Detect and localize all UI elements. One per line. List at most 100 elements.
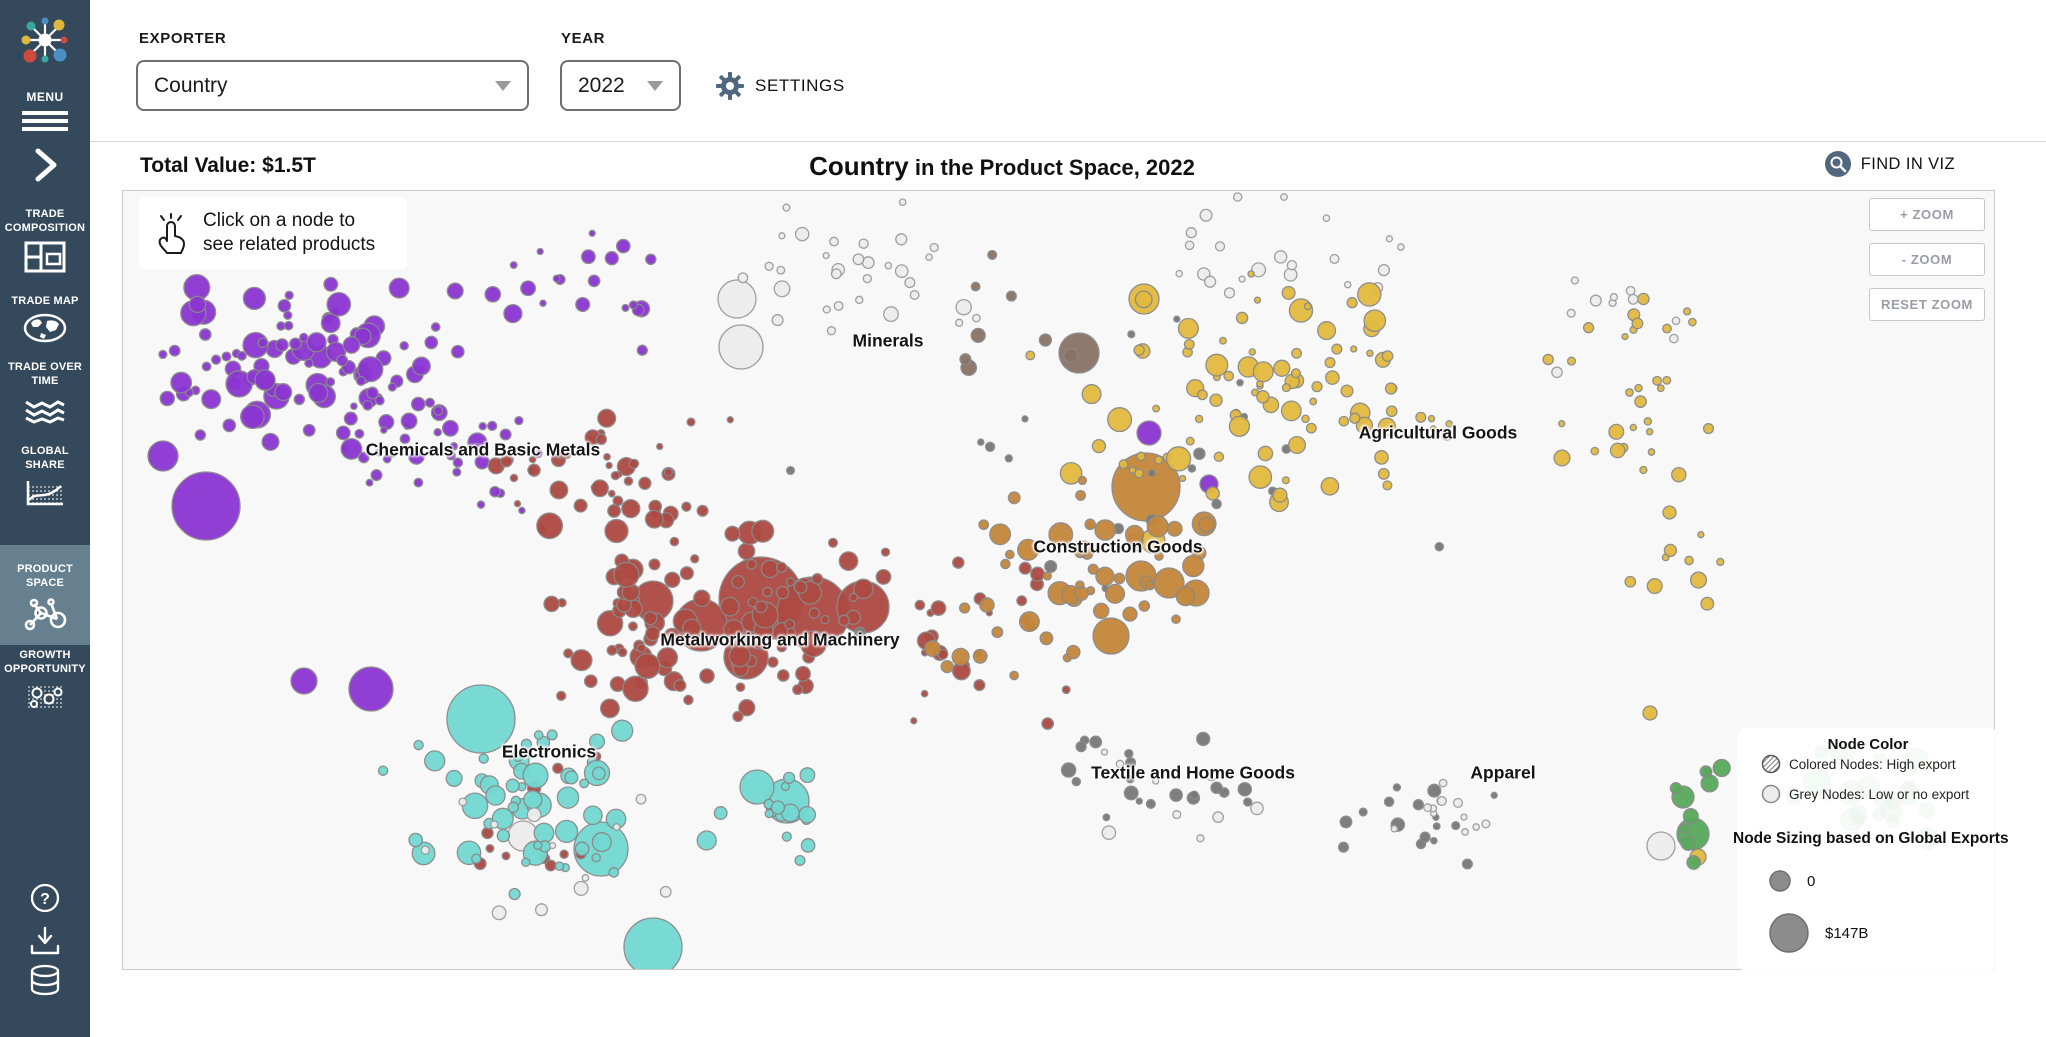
product-node[interactable] <box>210 354 222 365</box>
product-node[interactable] <box>1211 498 1222 510</box>
product-node[interactable] <box>681 501 692 512</box>
product-node[interactable] <box>794 854 806 867</box>
product-node[interactable] <box>274 383 293 402</box>
product-node[interactable] <box>895 233 908 246</box>
product-node[interactable] <box>544 859 557 872</box>
product-node[interactable] <box>348 666 394 712</box>
product-node[interactable] <box>168 344 181 357</box>
product-node[interactable] <box>1452 797 1464 808</box>
product-node[interactable] <box>1128 466 1137 475</box>
product-node[interactable] <box>1213 451 1225 463</box>
atlas-logo-icon[interactable] <box>17 12 73 73</box>
product-node[interactable] <box>682 618 702 638</box>
product-node[interactable] <box>1124 748 1134 759</box>
product-node[interactable] <box>158 349 168 360</box>
product-node[interactable] <box>362 399 374 411</box>
product-node[interactable] <box>910 717 918 725</box>
product-node[interactable] <box>1169 788 1183 802</box>
product-node[interactable] <box>283 320 294 331</box>
product-node[interactable] <box>776 641 788 653</box>
product-node[interactable] <box>1134 290 1153 309</box>
product-node[interactable] <box>1445 420 1453 428</box>
product-node[interactable] <box>581 874 590 882</box>
product-node[interactable] <box>778 232 786 240</box>
product-node[interactable] <box>1663 543 1678 558</box>
product-node[interactable] <box>336 354 349 367</box>
product-node[interactable] <box>1182 554 1205 578</box>
product-node[interactable] <box>984 441 996 452</box>
product-node[interactable] <box>615 238 631 254</box>
product-node[interactable] <box>610 470 621 481</box>
product-node[interactable] <box>242 286 267 311</box>
product-node[interactable] <box>925 253 933 262</box>
product-node[interactable] <box>1107 407 1133 433</box>
product-node[interactable] <box>1460 813 1468 821</box>
product-node[interactable] <box>795 665 811 682</box>
product-node[interactable] <box>556 450 565 460</box>
product-node[interactable] <box>523 790 543 810</box>
product-node[interactable] <box>289 337 302 351</box>
product-node[interactable] <box>378 414 395 431</box>
product-node[interactable] <box>1343 280 1352 289</box>
product-node[interactable] <box>628 458 639 470</box>
product-node[interactable] <box>1311 380 1323 393</box>
product-node[interactable] <box>875 568 892 585</box>
product-node[interactable] <box>1243 797 1253 807</box>
product-node[interactable] <box>505 778 520 793</box>
product-node[interactable] <box>323 276 339 292</box>
product-node[interactable] <box>1094 519 1117 541</box>
product-node[interactable] <box>1147 469 1156 478</box>
product-node[interactable] <box>1283 267 1298 282</box>
product-node[interactable] <box>1558 420 1566 428</box>
product-node[interactable] <box>1058 332 1100 374</box>
product-node[interactable] <box>552 274 561 283</box>
product-node[interactable] <box>1680 835 1696 851</box>
product-node[interactable] <box>664 571 681 588</box>
product-node[interactable] <box>1146 515 1169 538</box>
product-node[interactable] <box>735 682 746 693</box>
product-node[interactable] <box>521 857 531 868</box>
product-node[interactable] <box>799 767 816 784</box>
product-node[interactable] <box>485 785 506 806</box>
product-node[interactable] <box>1021 415 1029 423</box>
product-node[interactable] <box>588 733 606 750</box>
product-node[interactable] <box>1438 778 1448 788</box>
product-node[interactable] <box>1637 292 1650 306</box>
product-node[interactable] <box>1436 795 1447 807</box>
product-node[interactable] <box>1281 476 1290 485</box>
product-node[interactable] <box>427 448 436 457</box>
product-node[interactable] <box>536 247 544 256</box>
product-node[interactable] <box>1253 296 1262 304</box>
product-node[interactable] <box>822 305 831 314</box>
sidebar-item-product-space[interactable]: PRODUCT SPACE <box>0 545 90 645</box>
product-node[interactable] <box>1223 370 1235 382</box>
product-node[interactable] <box>1490 791 1498 799</box>
product-node[interactable] <box>1196 834 1205 843</box>
product-node[interactable] <box>673 679 687 692</box>
product-node[interactable] <box>410 396 426 412</box>
product-node[interactable] <box>991 626 1004 639</box>
product-node[interactable] <box>1089 735 1103 749</box>
product-node[interactable] <box>1355 416 1374 435</box>
product-node[interactable] <box>776 669 790 682</box>
sidebar-expand-button[interactable] <box>30 145 60 190</box>
product-node[interactable] <box>1305 422 1317 434</box>
product-node[interactable] <box>389 449 398 458</box>
product-node[interactable] <box>1092 617 1130 655</box>
product-node[interactable] <box>1091 438 1107 454</box>
product-node[interactable] <box>201 389 222 410</box>
product-node[interactable] <box>591 832 612 853</box>
product-node[interactable] <box>1256 390 1270 404</box>
product-node[interactable] <box>198 328 212 341</box>
product-node[interactable] <box>306 332 327 353</box>
product-node[interactable] <box>1238 275 1246 283</box>
product-node[interactable] <box>188 295 207 314</box>
product-node[interactable] <box>811 573 824 585</box>
product-node[interactable] <box>951 647 970 667</box>
product-node[interactable] <box>221 351 232 362</box>
product-node[interactable] <box>669 536 680 547</box>
product-node[interactable] <box>1542 353 1554 366</box>
product-node[interactable] <box>608 867 620 878</box>
product-node[interactable] <box>526 807 542 823</box>
product-node[interactable] <box>591 766 606 781</box>
